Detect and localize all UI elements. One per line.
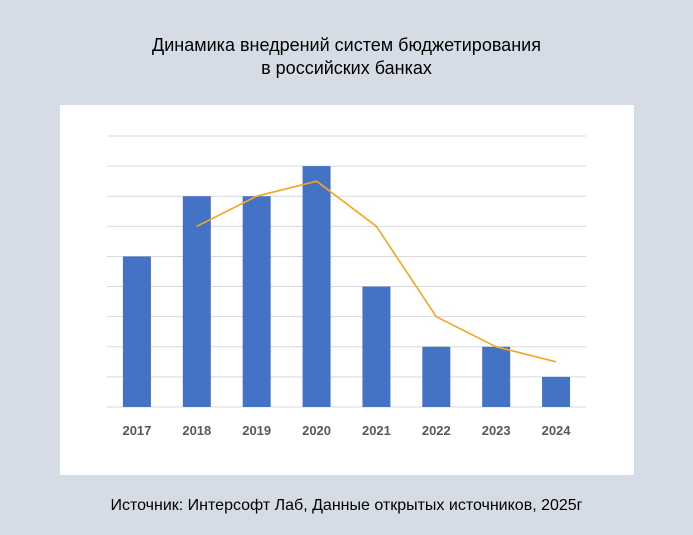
bar: [362, 286, 391, 407]
trend-line: [196, 180, 557, 363]
plot-area: 2017 2018 2019 2020 2021 2022 2023 2024: [60, 105, 634, 475]
x-tick-label: 2017: [122, 423, 151, 438]
x-tick-label: 2024: [542, 423, 572, 438]
chart-title-line-2: в российских банках: [261, 58, 432, 78]
x-tick-label: 2021: [362, 423, 391, 438]
bar: [182, 196, 211, 407]
chart-title: Динамика внедрений систем бюджетирования…: [0, 34, 693, 80]
grid-lines: [107, 135, 586, 408]
x-tick-label: 2022: [422, 423, 451, 438]
bars: [122, 166, 571, 407]
bar: [542, 376, 571, 407]
chart-svg: 2017 2018 2019 2020 2021 2022 2023 2024: [107, 135, 586, 438]
bar: [422, 346, 451, 407]
x-tick-label: 2018: [182, 423, 211, 438]
x-tick-label: 2020: [302, 423, 331, 438]
trend-line-group: [196, 180, 557, 363]
source-note: Источник: Интерсофт Лаб, Данные открытых…: [110, 497, 583, 514]
bar: [302, 166, 331, 407]
chart-title-line-1: Динамика внедрений систем бюджетирования: [152, 35, 541, 55]
bar: [242, 196, 271, 407]
x-axis-tick-labels: 2017 2018 2019 2020 2021 2022 2023 2024: [122, 423, 571, 438]
bar: [122, 256, 151, 407]
x-tick-label: 2019: [242, 423, 271, 438]
bar: [482, 346, 511, 407]
x-tick-label: 2023: [482, 423, 511, 438]
